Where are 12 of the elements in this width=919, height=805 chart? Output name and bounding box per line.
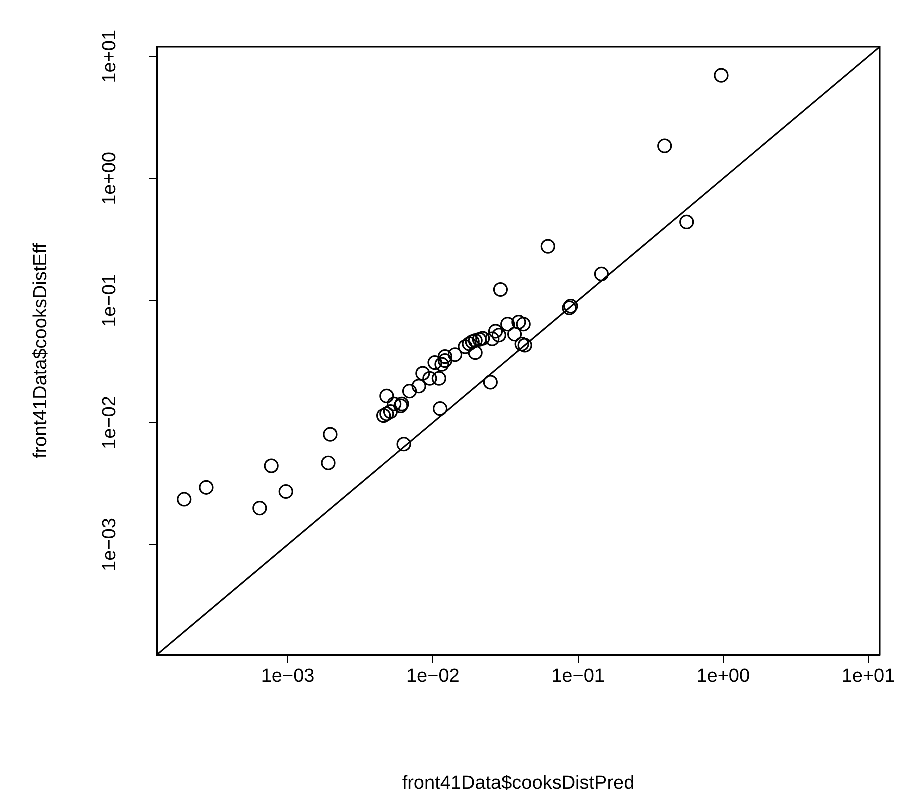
y-tick-label: 1e+01 <box>100 30 121 84</box>
x-tick-label: 1e−02 <box>406 666 460 688</box>
y-tick-label: 1e−02 <box>100 396 121 450</box>
x-tick-label: 1e−03 <box>261 666 315 688</box>
y-axis-title: front41Data$cooksDistEff <box>30 242 52 459</box>
y-tick-label: 1e+00 <box>100 152 121 206</box>
x-tick-label: 1e−01 <box>552 666 605 688</box>
x-axis-title: front41Data$cooksDistPred <box>402 772 635 794</box>
x-tick-label: 1e+01 <box>842 666 896 688</box>
y-tick-label: 1e−03 <box>100 518 121 572</box>
x-tick-label: 1e+00 <box>696 666 750 688</box>
y-tick-label: 1e−01 <box>100 274 121 328</box>
